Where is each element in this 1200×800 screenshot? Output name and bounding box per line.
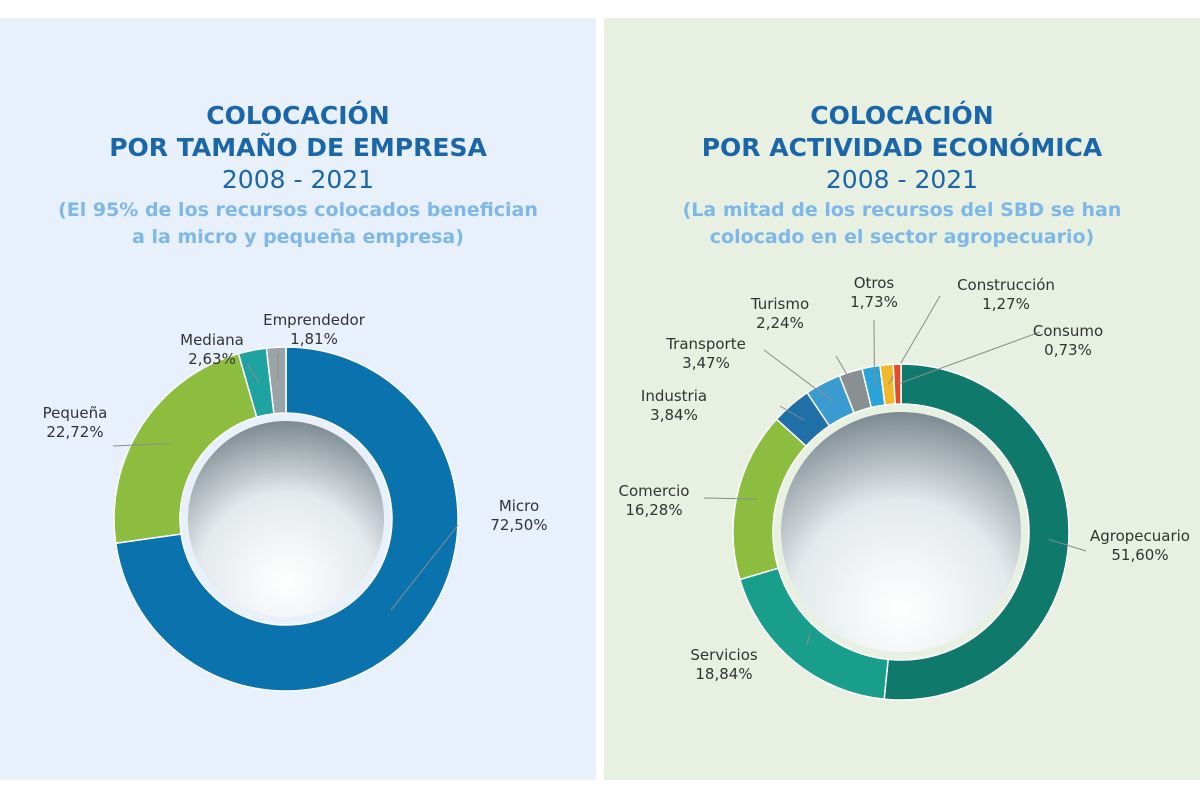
activity-slice-agropecuario [883, 363, 1070, 701]
left-chart-panel: COLOCACIÓN POR TAMAÑO DE EMPRESA 2008 - … [0, 18, 596, 780]
size-label-pequena: Pequeña [43, 404, 108, 422]
size-value-pequena: 22,72% [46, 423, 103, 441]
activity-value-industria: 3,84% [650, 406, 698, 424]
size-label-mediana: Mediana [180, 331, 244, 349]
activity-slice-consumo [892, 363, 902, 405]
activity-value-otros: 1,73% [850, 293, 898, 311]
activity-label-consumo: Consumo [1033, 322, 1103, 340]
activity-leader-transporte [763, 349, 833, 402]
activity-value-servicios: 18,84% [695, 665, 752, 683]
activity-value-transporte: 3,47% [682, 354, 730, 372]
size-label-micro: Micro [499, 497, 539, 515]
size-value-emprendedor: 1,81% [290, 330, 338, 348]
left-chart-title-line2: POR TAMAÑO DE EMPRESA [109, 133, 487, 162]
activity-leader-agropecuario [1048, 538, 1087, 552]
activity-value-turismo: 2,24% [756, 314, 804, 332]
right-chart-subtitle-line1: (La mitad de los recursos del SBD se han [682, 199, 1122, 221]
activity-label-construccion: Construcción [957, 276, 1055, 294]
activity-label-industria: Industria [641, 387, 707, 405]
left-chart-subtitle-line1: (El 95% de los recursos colocados benefi… [58, 199, 538, 221]
activity-label-transporte: Transporte [665, 335, 746, 353]
activity-value-consumo: 0,73% [1044, 341, 1092, 359]
right-chart-header: COLOCACIÓN POR ACTIVIDAD ECONÓMICA 2008 … [604, 100, 1200, 250]
left-chart-title-line1: COLOCACIÓN [206, 101, 390, 130]
left-chart-subtitle-line2: a la micro y pequeña empresa) [132, 226, 464, 248]
activity-leader-industria [779, 405, 805, 421]
left-chart-years: 2008 - 2021 [221, 165, 375, 194]
size-slice-emprendedor [265, 346, 287, 415]
right-chart-title-line1: COLOCACIÓN [810, 101, 994, 130]
activity-label-agropecuario: Agropecuario [1090, 527, 1190, 545]
activity-value-agropecuario: 51,60% [1111, 546, 1168, 564]
size-value-micro: 72,50% [490, 516, 547, 534]
activity-leader-servicios [806, 633, 811, 647]
size-leader-pequena [112, 442, 170, 447]
activity-value-comercio: 16,28% [625, 501, 682, 519]
activity-label-servicios: Servicios [690, 646, 758, 664]
activity-label-turismo: Turismo [750, 295, 809, 313]
activity-value-construccion: 1,27% [982, 295, 1030, 313]
activity-leader-consumo [897, 331, 1041, 385]
right-chart-subtitle-line2: colocado en el sector agropecuario) [709, 226, 1095, 248]
activity-leader-comercio [703, 497, 757, 500]
size-slice-micro [114, 346, 459, 692]
size-center-hole [188, 421, 384, 617]
size-slice-pequena [113, 352, 258, 545]
activity-leader-otros [873, 319, 876, 387]
activity-label-otros: Otros [854, 274, 895, 292]
right-chart-panel: COLOCACIÓN POR ACTIVIDAD ECONÓMICA 2008 … [604, 18, 1200, 780]
left-chart-header: COLOCACIÓN POR TAMAÑO DE EMPRESA 2008 - … [0, 100, 596, 250]
size-leader-mediana [247, 363, 260, 383]
activity-label-comercio: Comercio [619, 482, 690, 500]
activity-center-hole [781, 412, 1021, 652]
activity-leader-turismo [835, 355, 858, 392]
right-chart-years: 2008 - 2021 [825, 165, 979, 194]
right-chart-title-line2: POR ACTIVIDAD ECONÓMICA [701, 133, 1103, 162]
size-value-mediana: 2,63% [188, 350, 236, 368]
size-leader-micro [390, 524, 459, 611]
size-label-emprendedor: Emprendedor [263, 311, 366, 329]
